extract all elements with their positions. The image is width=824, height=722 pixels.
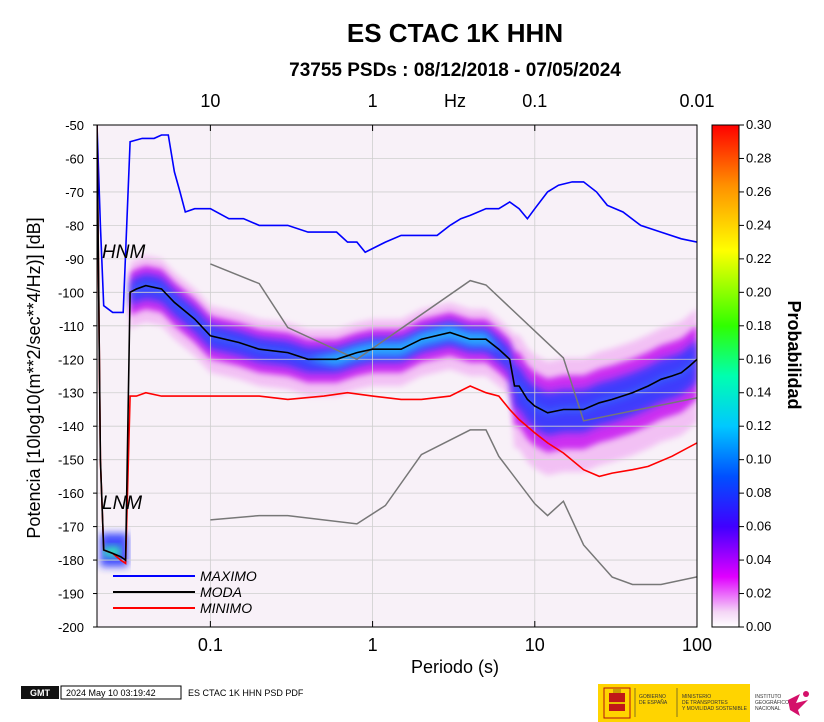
y-tick-label: -100 [58, 285, 84, 300]
maximo-line [97, 125, 697, 314]
ministry-text-2: DE TRANSPORTES [682, 700, 728, 706]
gmt-logo [21, 686, 59, 699]
colorbar-tick-label: 0.12 [746, 418, 771, 433]
hnm-model-line [210, 263, 697, 422]
density-peak [130, 284, 697, 414]
footer-timestamp: 2024 May 10 03:19:42 [66, 688, 156, 698]
coat-of-arms-icon [603, 687, 631, 719]
legend: MAXIMO MODA MINIMO [113, 568, 257, 616]
lnm-model-line [210, 429, 697, 586]
top-tick-label: 10 [200, 91, 220, 111]
colorbar-tick-label: 0.22 [746, 251, 771, 266]
colorbar-ticks: 0.30 0.28 0.26 0.24 0.22 0.20 0.18 0.16 0.14 0.12… [739, 117, 771, 634]
y-tick-label: -140 [58, 419, 84, 434]
colorbar-tick-label: 0.24 [746, 217, 771, 232]
top-axis-unit: Hz [444, 91, 466, 111]
colorbar-tick-label: 0.30 [746, 117, 771, 132]
colorbar-title: Probabilidad [784, 300, 804, 409]
y-axis-title: Potencia [10log10(m**2/sec**4/Hz)] [dB] [24, 217, 44, 538]
minimo-line [97, 125, 697, 565]
y-tick-label: -120 [58, 352, 84, 367]
x-tick-label: 10 [525, 635, 545, 655]
gov-text-2: DE ESPAÑA [639, 699, 668, 706]
y-tick-label: -180 [58, 553, 84, 568]
density-high [130, 273, 697, 436]
y-tick-label: -60 [65, 151, 84, 166]
y-tick-label: -130 [58, 386, 84, 401]
legend-maximo-label: MAXIMO [200, 568, 257, 584]
colorbar-tick-label: 0.16 [746, 351, 771, 366]
y-tick-label: -170 [58, 520, 84, 535]
top-tick-label: 0.1 [522, 91, 547, 111]
ign-logo-icon [788, 691, 809, 716]
y-axis-ticks: -50 -60 -70 -80 -90 -100 -110 -120 -130 -140 -150 -… [58, 118, 97, 635]
x-axis-ticks: 0.1 1 10 100 [198, 621, 712, 655]
x-axis-title: Periodo (s) [411, 657, 499, 677]
colorbar-tick-label: 0.18 [746, 318, 771, 333]
colorbar-tick-label: 0.06 [746, 519, 771, 534]
top-axis-ticks: 10 1 0.1 0.01 [200, 91, 715, 131]
colorbar-tick-label: 0.14 [746, 385, 771, 400]
gov-text-1: GOBIERNO [639, 694, 666, 700]
ministry-text-1: MINISTERIO [682, 694, 711, 700]
legend-moda-label: MODA [200, 584, 242, 600]
ign-text-1: INSTITUTO [755, 694, 781, 700]
y-tick-label: -80 [65, 218, 84, 233]
colorbar-tick-label: 0.26 [746, 184, 771, 199]
footer-caption: ES CTAC 1K HHN PSD PDF [188, 688, 304, 698]
y-tick-label: -200 [58, 620, 84, 635]
colorbar-tick-label: 0.02 [746, 586, 771, 601]
ign-text-3: NACIONAL [755, 706, 781, 712]
x-tick-label: 0.1 [198, 635, 223, 655]
moda-line [97, 125, 697, 562]
density-low-period-peak [103, 546, 121, 557]
hnm-label: HNM [102, 242, 145, 263]
y-tick-label: -150 [58, 453, 84, 468]
gmt-logo-text: GMT [30, 688, 50, 698]
colorbar-tick-label: 0.20 [746, 284, 771, 299]
colorbar-tick-label: 0.28 [746, 150, 771, 165]
colorbar-tick-label: 0.04 [746, 552, 771, 567]
ign-text-2: GEOGRÁFICO [755, 699, 789, 706]
ministry-text-3: Y MOVILIDAD SOSTENIBLE [682, 706, 748, 712]
institution-logos: GOBIERNO DE ESPAÑA MINISTERIO DE TRANSPO… [598, 684, 809, 722]
chart-title: ES CTAC 1K HHN [347, 18, 563, 48]
y-tick-label: -110 [59, 319, 84, 334]
legend-minimo-label: MINIMO [200, 600, 252, 616]
colorbar [711, 124, 740, 628]
y-tick-label: -160 [58, 486, 84, 501]
y-tick-label: -70 [65, 185, 84, 200]
top-tick-label: 0.01 [679, 91, 714, 111]
y-tick-label: -190 [58, 587, 84, 602]
x-tick-label: 100 [682, 635, 712, 655]
colorbar-tick-label: 0.10 [746, 452, 771, 467]
y-tick-label: -90 [65, 252, 84, 267]
top-tick-label: 1 [368, 91, 378, 111]
timestamp-box [60, 685, 182, 700]
lnm-label: LNM [102, 493, 142, 514]
plot-frame [96, 124, 698, 628]
colorbar-tick-label: 0.08 [746, 485, 771, 500]
x-tick-label: 1 [368, 635, 378, 655]
footer: GMT 2024 May 10 03:19:42 ES CTAC 1K HHN … [21, 685, 304, 700]
y-tick-label: -50 [65, 118, 84, 133]
series-layer [97, 125, 697, 586]
colorbar-tick-label: 0.00 [746, 619, 771, 634]
chart-subtitle: 73755 PSDs : 08/12/2018 - 07/05/2024 [289, 60, 621, 81]
